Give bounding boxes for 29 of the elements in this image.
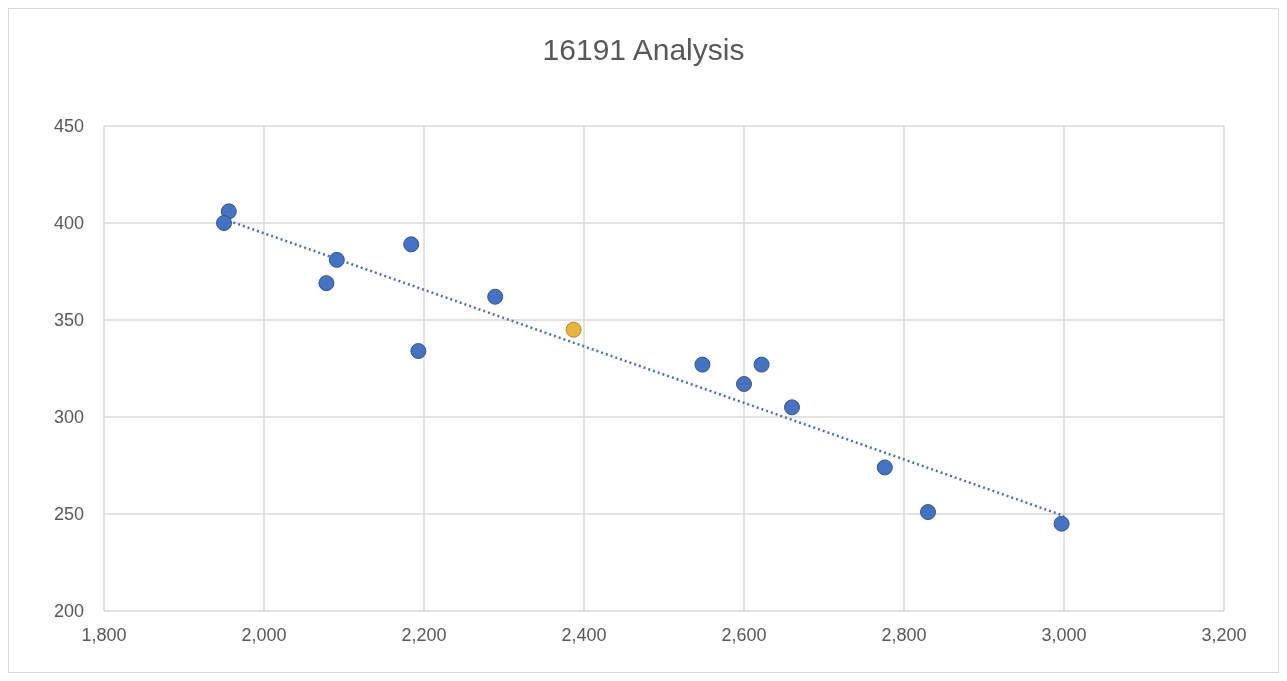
point bbox=[565, 321, 582, 338]
point bbox=[216, 215, 232, 231]
x-tick-label: 2,800 bbox=[881, 625, 927, 645]
x-tick-label: 2,000 bbox=[241, 625, 287, 645]
x-tick-label: 2,200 bbox=[401, 625, 447, 645]
x-tick-label: 3,000 bbox=[1041, 625, 1087, 645]
y-tick-label: 300 bbox=[53, 407, 84, 427]
y-tick-label: 200 bbox=[53, 601, 84, 621]
point bbox=[328, 251, 345, 268]
y-tick-label: 450 bbox=[53, 116, 84, 136]
point bbox=[736, 376, 752, 393]
x-tick-label: 2,600 bbox=[721, 625, 767, 645]
x-tick-label: 3,200 bbox=[1201, 625, 1247, 645]
point bbox=[876, 459, 893, 476]
point bbox=[753, 356, 770, 373]
chart-title: 16191 Analysis bbox=[542, 33, 745, 66]
point bbox=[403, 236, 420, 253]
point bbox=[410, 343, 427, 360]
point bbox=[487, 288, 504, 305]
point bbox=[318, 275, 335, 292]
point bbox=[920, 504, 936, 521]
y-tick-label: 250 bbox=[53, 504, 84, 524]
point bbox=[1053, 515, 1070, 532]
y-tick-label: 350 bbox=[53, 310, 84, 330]
y-tick-label: 400 bbox=[53, 213, 84, 233]
x-tick-label: 2,400 bbox=[561, 625, 607, 645]
point bbox=[784, 399, 800, 416]
point bbox=[694, 356, 711, 373]
x-tick-label: 1,800 bbox=[81, 625, 127, 645]
